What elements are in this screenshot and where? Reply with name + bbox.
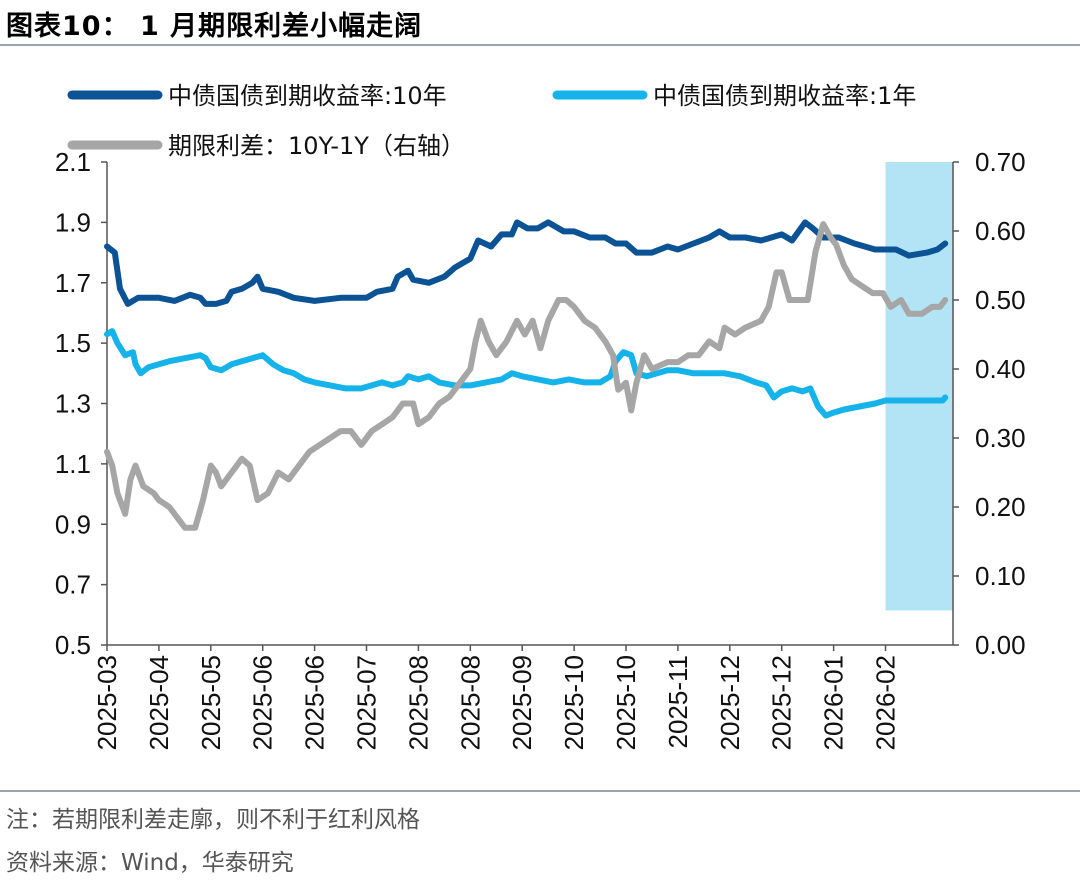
x-tick-label: 2025-06 [300, 655, 330, 750]
right-tick-label: 0.70 [975, 147, 1026, 177]
right-tick-label: 0.40 [975, 354, 1026, 384]
x-tick-label: 2025-07 [352, 655, 382, 750]
x-tick-label: 2025-06 [248, 655, 278, 750]
x-tick-label: 2026-02 [871, 655, 901, 750]
right-tick-label: 0.50 [975, 285, 1026, 315]
x-tick-label: 2025-03 [92, 655, 122, 750]
yield-chart: 中债国债到期收益率:10年 中债国债到期收益率:1年期限利差：10Y-1Y（右轴）… [0, 50, 1080, 790]
left-tick-label: 2.1 [55, 147, 91, 177]
left-tick-label: 0.7 [55, 570, 91, 600]
left-tick-label: 1.5 [55, 328, 91, 358]
bottom-divider [0, 790, 1080, 792]
chart-note: 注：若期限利差走廓，则不利于红利风格 [6, 800, 420, 834]
top-divider [0, 44, 1080, 46]
right-tick-label: 0.60 [975, 216, 1026, 246]
left-tick-label: 0.5 [55, 630, 91, 660]
left-tick-label: 0.9 [55, 509, 91, 539]
legend-label-1: 中债国债到期收益率:10年 [168, 82, 447, 110]
right-tick-label: 0.10 [975, 561, 1026, 591]
right-tick-label: 0.00 [975, 630, 1026, 660]
left-tick-label: 1.3 [55, 389, 91, 419]
figure-title: 图表10： 1 月期限利差小幅走阔 [6, 4, 422, 43]
x-tick-label: 2025-04 [144, 655, 174, 750]
x-tick-label: 2025-08 [455, 655, 485, 750]
series-line-2 [107, 331, 945, 416]
right-tick-label: 0.20 [975, 492, 1026, 522]
legend-label-3: 期限利差：10Y-1Y（右轴） [168, 132, 465, 160]
x-tick-label: 2025-10 [611, 655, 641, 750]
chart-source: 资料来源：Wind，华泰研究 [6, 843, 294, 877]
highlight-band [886, 162, 953, 611]
x-tick-label: 2025-08 [403, 655, 433, 750]
left-tick-label: 1.9 [55, 207, 91, 237]
legend-label-2: 中债国债到期收益率:1年 [653, 82, 916, 110]
right-tick-label: 0.30 [975, 423, 1026, 453]
x-tick-label: 2025-11 [663, 655, 693, 749]
x-tick-label: 2025-10 [559, 655, 589, 750]
plot-area: 0.5 0.7 0.9 1.1 1.3 1.5 1.7 1.9 2.1 0.00 0.10 0.20 0… [55, 147, 1026, 750]
x-tick-label: 2025-05 [196, 655, 226, 750]
left-tick-label: 1.1 [55, 449, 91, 479]
x-tick-label: 2025-12 [715, 655, 745, 750]
x-tick-label: 2025-12 [767, 655, 797, 750]
x-tick-label: 2026-01 [819, 655, 849, 750]
x-tick-label: 2025-09 [507, 655, 537, 750]
left-tick-label: 1.7 [55, 268, 91, 298]
